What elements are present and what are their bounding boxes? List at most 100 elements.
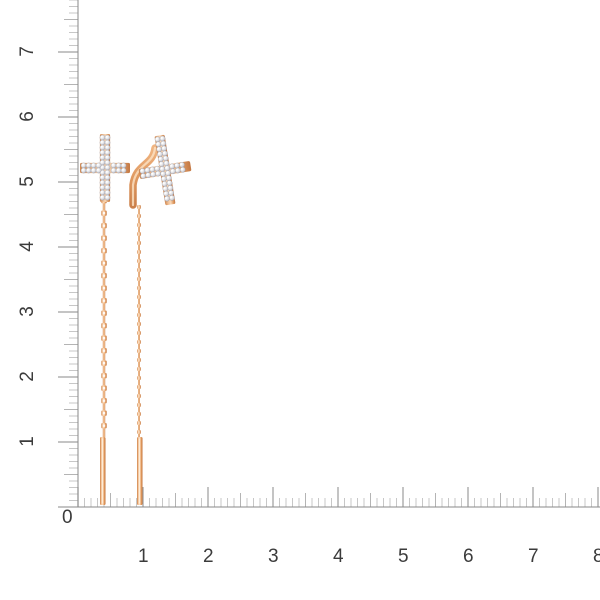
chain-link <box>101 273 107 279</box>
chain-link <box>137 376 141 380</box>
chain-link <box>137 385 141 389</box>
chain-link <box>101 398 107 404</box>
chain-link <box>137 403 141 407</box>
diamond-stone <box>160 140 167 147</box>
chain-link <box>101 323 107 329</box>
chain-link <box>137 250 141 254</box>
diamond-stone <box>99 149 106 156</box>
diamond-stone <box>104 184 111 191</box>
chain-link <box>137 340 141 344</box>
chain-link <box>101 385 107 391</box>
y-axis-label-5: 5 <box>16 176 38 187</box>
left-earring <box>80 134 130 505</box>
diamond-stone <box>104 149 111 156</box>
chain-link <box>137 214 141 218</box>
chain-link <box>137 421 141 425</box>
chain-link <box>137 205 141 209</box>
chain-link <box>101 235 107 241</box>
chain-link <box>137 232 141 236</box>
x-axis-label-2: 2 <box>203 546 214 567</box>
chain-link <box>137 313 141 317</box>
y-axis-label-1: 1 <box>16 436 38 447</box>
diamond-stone <box>115 167 122 174</box>
chain-link <box>137 241 141 245</box>
chain-link <box>137 394 141 398</box>
diamond-stone <box>90 167 97 174</box>
chain-link <box>101 373 107 379</box>
diamond-stone <box>99 174 106 181</box>
diamond-stone <box>90 162 97 169</box>
left-cross-pendant <box>80 134 130 202</box>
diamond-stone <box>110 167 117 174</box>
chain-link <box>101 335 107 341</box>
diamond-stone <box>95 167 102 174</box>
diamond-stone <box>104 179 111 186</box>
y-axis-label-6: 6 <box>16 111 38 122</box>
diamond-stone <box>115 162 122 169</box>
diamond-stone <box>164 195 170 202</box>
diamond-stone <box>169 195 175 201</box>
x-axis-label-8: 8 <box>593 546 600 567</box>
chain-link <box>101 423 107 429</box>
diamond-stone <box>99 134 106 141</box>
diamond-stone <box>179 166 186 173</box>
chain-link <box>101 360 107 366</box>
diamond-stone <box>80 162 87 169</box>
right-chain <box>137 205 141 437</box>
chain-link <box>101 310 107 316</box>
ruler-ticks <box>58 0 599 508</box>
y-axis-label-3: 3 <box>16 306 38 317</box>
chain-link <box>101 260 107 266</box>
chain-link <box>137 259 141 263</box>
chain-link <box>137 268 141 272</box>
diamond-stone <box>110 162 117 169</box>
diamond-stone <box>168 190 174 196</box>
x-axis-label-7: 7 <box>528 546 539 567</box>
diamond-stone <box>175 167 181 174</box>
x-axis-label-1: 1 <box>138 546 149 567</box>
diamond-stone <box>104 159 111 166</box>
chain-link <box>101 348 107 354</box>
diamond-stone <box>99 154 106 161</box>
diamond-stone <box>104 139 111 146</box>
diamond-stone <box>99 189 106 196</box>
chain-link <box>101 223 107 229</box>
y-axis-label-2: 2 <box>16 371 38 382</box>
diamond-stone <box>104 174 111 181</box>
right-cross-pendant <box>138 134 192 206</box>
diamond-stone <box>163 160 170 167</box>
diamond-stone <box>104 164 111 171</box>
diamond-stone <box>99 179 106 186</box>
left-chain <box>101 198 107 437</box>
chain-link <box>137 286 141 290</box>
diamond-stone <box>104 194 111 201</box>
ruler-origin-label: 0 <box>62 507 73 528</box>
diamond-stone <box>80 167 87 174</box>
diamond-stone <box>104 144 111 151</box>
y-axis-label-7: 7 <box>16 46 38 57</box>
right-earring <box>129 134 192 505</box>
y-axis-label-4: 4 <box>16 241 38 252</box>
chain-link <box>101 285 107 291</box>
chain-link <box>137 349 141 353</box>
chain-link <box>101 248 107 254</box>
x-axis-label-3: 3 <box>268 546 279 567</box>
diamond-stone <box>85 162 92 169</box>
chain-link <box>137 277 141 281</box>
diamond-stone <box>99 139 106 146</box>
right-drop-bar <box>137 437 143 505</box>
chain-link <box>137 367 141 371</box>
diamond-stone <box>155 170 161 177</box>
right-ear-hook <box>129 144 159 209</box>
diamond-stone <box>99 194 106 201</box>
x-axis-label-4: 4 <box>333 546 344 567</box>
chain-link <box>137 223 141 227</box>
diamond-stone <box>154 136 161 143</box>
diamond-stone <box>99 144 106 151</box>
diamond-stone <box>167 185 174 191</box>
chain-link <box>137 322 141 326</box>
chain-link <box>137 304 141 308</box>
diamond-stone <box>150 171 156 178</box>
